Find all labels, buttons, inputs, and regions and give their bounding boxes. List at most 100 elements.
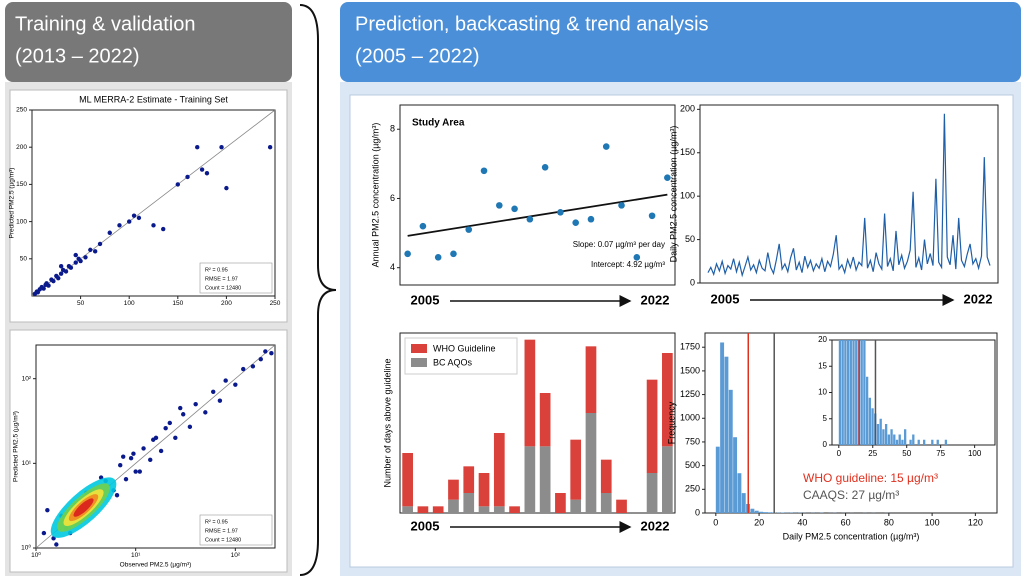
- y-tick-label: 10¹: [22, 460, 32, 467]
- point: [263, 349, 268, 354]
- stats-text: Count = 12480: [205, 537, 241, 543]
- point: [141, 446, 146, 451]
- y-tick-label: 20: [818, 335, 827, 344]
- inset-bar: [912, 434, 915, 445]
- plot-area: [399, 104, 676, 286]
- point: [136, 215, 142, 221]
- bar-segment: [616, 499, 627, 513]
- density: [73, 498, 94, 517]
- point: [88, 247, 93, 253]
- point: [158, 448, 164, 454]
- inset-bar: [876, 424, 880, 445]
- point: [51, 278, 56, 284]
- y-tick-label: 100: [680, 191, 695, 201]
- inset-bar: [944, 439, 948, 445]
- y-tick-label: 50: [20, 256, 28, 263]
- x-tick-label: 250: [270, 300, 281, 307]
- y-tick-label: 5: [823, 414, 828, 423]
- point: [54, 542, 59, 547]
- bar-segment: [448, 499, 459, 513]
- bar-segment: [585, 346, 597, 413]
- point: [181, 412, 186, 417]
- bar-segment: [570, 499, 582, 513]
- inset-bar: [849, 340, 852, 445]
- stats-box: [199, 262, 273, 294]
- bar-segment: [478, 506, 490, 513]
- stats-text: RMSE = 1.97: [205, 276, 238, 282]
- inset-bar: [923, 439, 926, 445]
- left-header: [5, 2, 292, 82]
- trend-line: [407, 193, 668, 237]
- histogram-bar: [750, 508, 755, 513]
- histogram-bar: [767, 512, 772, 513]
- point: [137, 469, 142, 474]
- stats-text: R² = 0.95: [205, 267, 228, 273]
- x-tick-label: 80: [884, 517, 894, 527]
- point: [224, 185, 229, 191]
- histogram-bar: [720, 342, 725, 513]
- point: [133, 469, 138, 474]
- y-axis-label: Frequency: [666, 401, 676, 444]
- histogram-bar: [754, 510, 759, 513]
- bar-segment: [509, 506, 520, 513]
- guideline-label: WHO guideline: 15 µg/m³: [803, 471, 938, 485]
- y-tick-label: 8: [390, 124, 395, 134]
- y-tick-label: 6: [390, 193, 395, 203]
- x-tick-label: 25: [868, 449, 877, 458]
- annotation: Intercept: 4.92 µg/m³: [591, 260, 665, 269]
- inset-bar: [903, 429, 907, 445]
- point: [41, 530, 47, 536]
- y-tick-label: 1500: [680, 365, 700, 375]
- bar-segment: [478, 473, 490, 507]
- y-tick-label: 10²: [22, 375, 32, 382]
- point: [123, 476, 129, 482]
- histogram-bar: [724, 356, 729, 513]
- inset-bar: [863, 340, 866, 445]
- y-axis-label: Daily PM2.5 concentration (µg/m³): [668, 126, 678, 263]
- bar-segment: [402, 506, 413, 513]
- inset-bar: [931, 439, 934, 445]
- x-tick-label: 100: [968, 449, 982, 458]
- bar-segment: [539, 446, 551, 513]
- point: [267, 145, 273, 150]
- legend-label: WHO Guideline: [433, 343, 496, 353]
- x-tick-label: 0: [837, 449, 842, 458]
- x-tick-label: 10²: [231, 552, 241, 559]
- point: [127, 219, 132, 224]
- inset-bar: [936, 439, 939, 445]
- point: [465, 226, 473, 233]
- inset-bar: [844, 340, 847, 445]
- bar-segment: [539, 393, 551, 447]
- x-end-label: 2022: [964, 291, 993, 306]
- y-tick-label: 150: [16, 181, 27, 188]
- inset-bar: [855, 340, 858, 445]
- point: [92, 249, 98, 254]
- panel-title: Training & validation: [15, 13, 195, 35]
- bar-segment: [417, 506, 429, 513]
- legend-label: BC AQOs: [433, 357, 473, 367]
- point: [664, 174, 671, 181]
- point: [419, 222, 427, 230]
- identity-line: [31, 109, 276, 297]
- point: [167, 420, 172, 426]
- point: [73, 252, 78, 258]
- series-line: [707, 113, 991, 278]
- y-tick-label: 50: [685, 234, 695, 244]
- legend-swatch: [411, 344, 427, 353]
- point: [118, 463, 123, 468]
- bar-segment: [493, 433, 505, 507]
- right-header: [340, 2, 1021, 82]
- y-tick-label: 15: [818, 361, 827, 370]
- x-tick-label: 20: [754, 517, 764, 527]
- bar-segment: [432, 506, 444, 513]
- chart-title: Study Area: [412, 118, 465, 129]
- point: [219, 145, 224, 150]
- histogram-bar: [737, 473, 742, 513]
- point: [204, 171, 210, 176]
- x-tick-label: 100: [124, 300, 135, 307]
- x-end-label: 2005: [411, 518, 440, 533]
- inset-bar: [868, 397, 871, 445]
- panel-subtitle: (2005 – 2022): [355, 45, 480, 67]
- point: [58, 271, 64, 276]
- y-tick-label: 0: [690, 277, 695, 287]
